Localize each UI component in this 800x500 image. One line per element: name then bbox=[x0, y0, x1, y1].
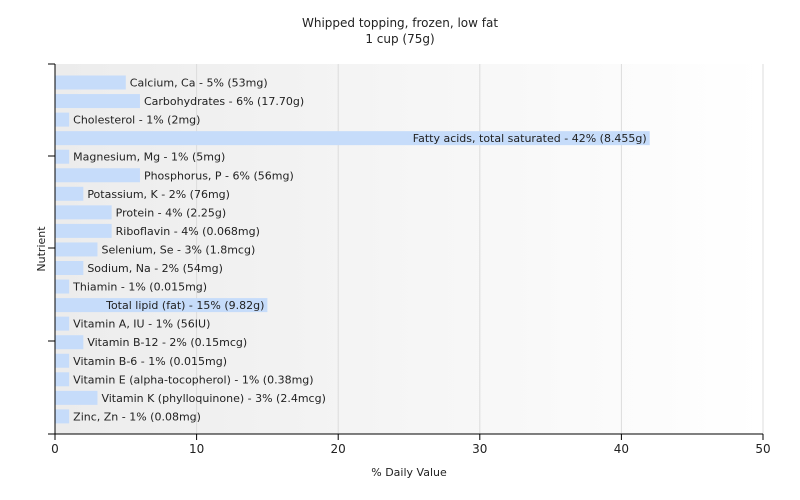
bar-label: Potassium, K - 2% (76mg) bbox=[87, 188, 230, 201]
x-tick-label: 30 bbox=[472, 442, 487, 456]
bar bbox=[55, 353, 70, 368]
bar bbox=[55, 223, 112, 238]
x-tick-label: 40 bbox=[614, 442, 629, 456]
bar-label: Carbohydrates - 6% (17.70g) bbox=[144, 95, 304, 108]
bar-label: Cholesterol - 1% (2mg) bbox=[73, 114, 200, 127]
bar-label: Vitamin E (alpha-tocopherol) - 1% (0.38m… bbox=[73, 373, 313, 386]
bar-label: Vitamin B-12 - 2% (0.15mcg) bbox=[87, 336, 247, 349]
bar-label: Zinc, Zn - 1% (0.08mg) bbox=[73, 410, 201, 423]
bar bbox=[55, 112, 70, 127]
bar bbox=[55, 409, 70, 424]
bar bbox=[55, 335, 84, 350]
bar-label: Vitamin K (phylloquinone) - 3% (2.4mcg) bbox=[101, 392, 325, 405]
bar-label: Protein - 4% (2.25g) bbox=[116, 206, 227, 219]
x-axis-title: % Daily Value bbox=[371, 466, 447, 479]
bar bbox=[55, 131, 650, 146]
bar bbox=[55, 94, 140, 109]
bar-label: Selenium, Se - 3% (1.8mcg) bbox=[101, 243, 255, 256]
bar-label: Vitamin A, IU - 1% (56IU) bbox=[73, 318, 210, 331]
bar bbox=[55, 242, 98, 257]
bar bbox=[55, 75, 126, 90]
x-tick-label: 20 bbox=[331, 442, 346, 456]
bar bbox=[55, 205, 112, 220]
bars: Calcium, Ca - 5% (53mg) Carbohydrates - 6… bbox=[55, 75, 650, 424]
bar bbox=[55, 149, 70, 164]
bar bbox=[55, 261, 84, 275]
x-tick-label: 10 bbox=[189, 442, 204, 456]
bar bbox=[55, 298, 268, 313]
bar bbox=[55, 316, 70, 331]
bar bbox=[55, 390, 98, 405]
bar bbox=[55, 279, 70, 294]
chart-title: Whipped topping, frozen, low fat bbox=[301, 16, 499, 30]
bar-label: Riboflavin - 4% (0.068mg) bbox=[116, 225, 260, 238]
x-tick-label: 0 bbox=[51, 442, 59, 456]
bar-label: Thiamin - 1% (0.015mg) bbox=[72, 281, 207, 294]
axes: 0 10 20 30 40 50 bbox=[48, 63, 771, 456]
y-axis-title: Nutrient bbox=[35, 226, 48, 272]
bar-label: Total lipid (fat) - 15% (9.82g) bbox=[105, 299, 264, 312]
chart-subtitle: 1 cup (75g) bbox=[365, 32, 435, 46]
bar-label: Vitamin B-6 - 1% (0.015mg) bbox=[73, 355, 227, 368]
bar-label: Fatty acids, total saturated - 42% (8.45… bbox=[413, 132, 647, 145]
bar-label: Sodium, Na - 2% (54mg) bbox=[87, 262, 223, 275]
bar bbox=[55, 186, 84, 201]
grid-lines bbox=[196, 64, 764, 434]
bar-label: Phosphorus, P - 6% (56mg) bbox=[144, 169, 294, 182]
bar-label: Calcium, Ca - 5% (53mg) bbox=[130, 77, 268, 90]
bar bbox=[55, 372, 70, 387]
plot-background bbox=[55, 64, 763, 434]
bar bbox=[55, 168, 140, 183]
x-tick-label: 50 bbox=[755, 442, 770, 456]
bar-label: Magnesium, Mg - 1% (5mg) bbox=[73, 151, 225, 164]
